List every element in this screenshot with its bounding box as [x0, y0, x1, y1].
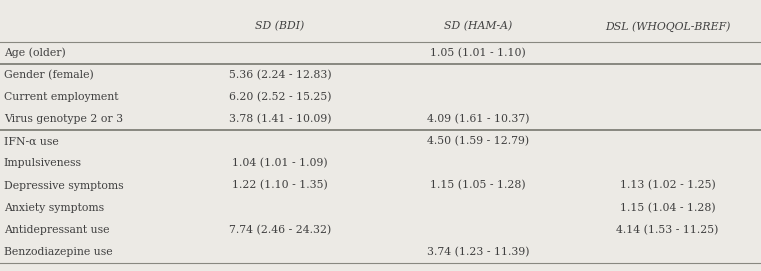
Text: 3.78 (1.41 - 10.09): 3.78 (1.41 - 10.09) [229, 114, 331, 124]
Text: 4.50 (1.59 - 12.79): 4.50 (1.59 - 12.79) [427, 136, 529, 147]
Text: Gender (female): Gender (female) [4, 70, 94, 80]
Text: 5.36 (2.24 - 12.83): 5.36 (2.24 - 12.83) [229, 70, 331, 80]
Text: SD (HAM-A): SD (HAM-A) [444, 21, 512, 32]
Text: 1.15 (1.04 - 1.28): 1.15 (1.04 - 1.28) [619, 202, 715, 213]
Text: 3.74 (1.23 - 11.39): 3.74 (1.23 - 11.39) [427, 247, 529, 257]
Text: 1.04 (1.01 - 1.09): 1.04 (1.01 - 1.09) [232, 158, 328, 169]
Text: 1.05 (1.01 - 1.10): 1.05 (1.01 - 1.10) [430, 48, 526, 58]
Text: 1.22 (1.10 - 1.35): 1.22 (1.10 - 1.35) [232, 180, 328, 191]
Text: SD (BDI): SD (BDI) [256, 21, 304, 32]
Text: 6.20 (2.52 - 15.25): 6.20 (2.52 - 15.25) [229, 92, 331, 102]
Text: Antidepressant use: Antidepressant use [4, 225, 110, 235]
Text: 7.74 (2.46 - 24.32): 7.74 (2.46 - 24.32) [229, 225, 331, 235]
Text: Impulsiveness: Impulsiveness [4, 159, 81, 169]
Text: Age (older): Age (older) [4, 48, 65, 58]
Text: 4.09 (1.61 - 10.37): 4.09 (1.61 - 10.37) [427, 114, 529, 124]
Text: IFN-α use: IFN-α use [4, 136, 59, 146]
Text: Benzodiazepine use: Benzodiazepine use [4, 247, 113, 257]
Text: Virus genotype 2 or 3: Virus genotype 2 or 3 [4, 114, 123, 124]
Text: 1.15 (1.05 - 1.28): 1.15 (1.05 - 1.28) [430, 180, 526, 191]
Text: 4.14 (1.53 - 11.25): 4.14 (1.53 - 11.25) [616, 225, 718, 235]
Text: Anxiety symptoms: Anxiety symptoms [4, 203, 104, 213]
Text: 1.13 (1.02 - 1.25): 1.13 (1.02 - 1.25) [619, 180, 715, 191]
Text: DSL (WHOQOL-BREF): DSL (WHOQOL-BREF) [605, 21, 730, 32]
Text: Depressive symptoms: Depressive symptoms [4, 180, 123, 191]
Text: Current employment: Current employment [4, 92, 118, 102]
